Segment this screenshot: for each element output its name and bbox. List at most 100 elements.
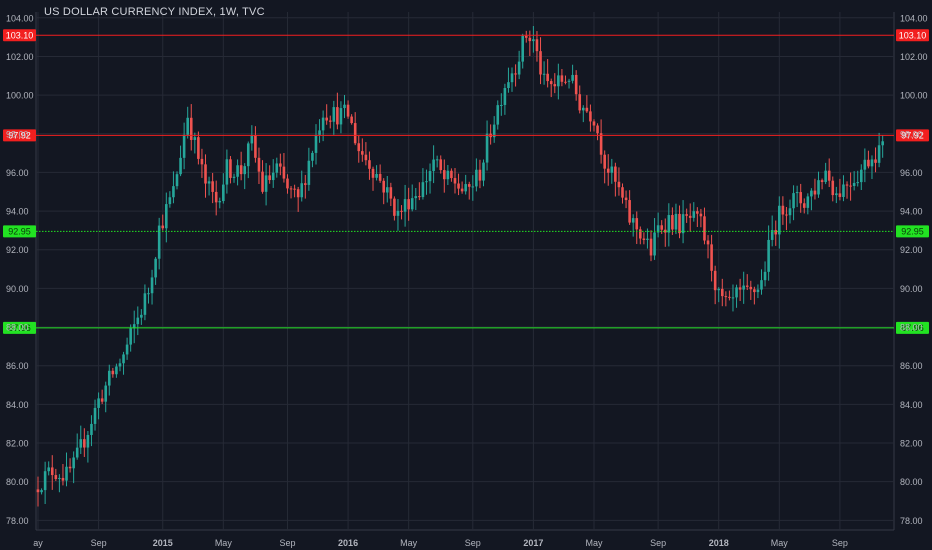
candle-body [603, 154, 606, 169]
candle-body [147, 293, 150, 295]
candle-body [446, 170, 450, 180]
candle-body [211, 181, 214, 192]
candle-body [140, 314, 143, 318]
y-tick-label-left: 100.00 [6, 91, 34, 101]
candle-body [40, 490, 43, 493]
candle-body [93, 407, 97, 424]
candle-body [514, 73, 517, 75]
candle-body [646, 238, 649, 240]
x-tick-label: Sep [465, 538, 481, 548]
x-tick-label: May [215, 538, 233, 548]
candle-body [781, 205, 785, 215]
candle-body [610, 166, 614, 173]
candle-body [596, 125, 599, 134]
candle-body [460, 188, 464, 192]
candle-body [346, 104, 350, 117]
candle-body [435, 159, 439, 161]
candle-body [674, 213, 678, 230]
candle-body [222, 184, 225, 202]
candle-body [710, 244, 713, 271]
candle-body [343, 104, 346, 109]
candle-body [870, 159, 874, 167]
candle-body [453, 178, 457, 184]
candle-body [261, 171, 264, 192]
candle-body [428, 171, 432, 182]
candle-body [749, 286, 753, 290]
chart-title: US DOLLAR CURRENCY INDEX, 1W, TVC [44, 6, 265, 18]
candle-body [653, 232, 656, 256]
y-tick-label-left: 82.00 [6, 439, 29, 449]
candle-body [279, 163, 282, 167]
candle-body [635, 218, 639, 230]
y-tick-label-right: 86.00 [900, 361, 923, 371]
y-tick-label-left: 90.00 [6, 284, 29, 294]
candle-body [532, 39, 535, 42]
candle-body [621, 187, 624, 198]
candle-body [393, 198, 396, 216]
candle-body [482, 162, 485, 181]
candle-body [122, 354, 125, 364]
candle-body [115, 366, 118, 375]
candle-body [243, 166, 247, 175]
candle-body [357, 143, 361, 152]
candle-body [129, 328, 132, 345]
candle-body [136, 317, 140, 325]
candle-body [239, 165, 243, 175]
candle-body [182, 134, 186, 158]
candle-body [478, 169, 482, 181]
candle-body [696, 211, 699, 214]
x-tick-label: Sep [91, 538, 107, 548]
candle-body [378, 173, 382, 181]
candle-body [806, 196, 810, 208]
level-label-left: 97.92 [8, 131, 31, 141]
candle-body [385, 187, 389, 193]
candle-body [125, 344, 129, 355]
candle-body [681, 214, 685, 234]
candle-body [564, 81, 567, 83]
candle-body [521, 35, 525, 62]
candle-body [763, 271, 767, 281]
y-tick-label-left: 86.00 [6, 361, 29, 371]
candle-body [795, 192, 799, 194]
candle-body [111, 370, 115, 375]
y-tick-label-right: 92.00 [900, 245, 923, 255]
candle-body [831, 180, 835, 196]
candle-body [699, 213, 703, 217]
level-label-left: 103.10 [6, 30, 34, 40]
candle-body [849, 185, 852, 187]
candle-body [450, 170, 453, 179]
candle-body [154, 258, 157, 278]
candle-body [614, 166, 617, 182]
x-tick-label: ay [33, 538, 43, 548]
candle-body [496, 105, 500, 125]
candle-body [617, 181, 621, 188]
candle-body [47, 467, 50, 472]
level-label-right: 103.10 [899, 30, 927, 40]
candle-body [382, 180, 386, 193]
candle-body [83, 439, 86, 448]
candle-body [318, 130, 321, 135]
candle-body [728, 296, 731, 298]
candle-body [207, 181, 211, 184]
candle-body [50, 467, 54, 476]
candle-body [418, 196, 421, 198]
candle-body [229, 159, 232, 178]
candle-body [802, 203, 806, 208]
candle-body [753, 289, 756, 293]
candle-body [197, 137, 200, 159]
y-tick-label-right: 84.00 [900, 400, 923, 410]
candle-body [236, 165, 239, 177]
candle-body [289, 188, 293, 190]
candle-body [542, 73, 546, 75]
candle-body [767, 239, 770, 272]
candle-body [717, 288, 721, 291]
candle-body [72, 457, 75, 469]
candle-body [678, 213, 681, 234]
candle-body [859, 169, 863, 183]
y-tick-label-left: 92.00 [6, 245, 29, 255]
candle-body [671, 215, 674, 230]
candle-body [314, 134, 318, 153]
y-tick-label-left: 98.00 [6, 129, 29, 139]
candle-body [824, 170, 827, 183]
